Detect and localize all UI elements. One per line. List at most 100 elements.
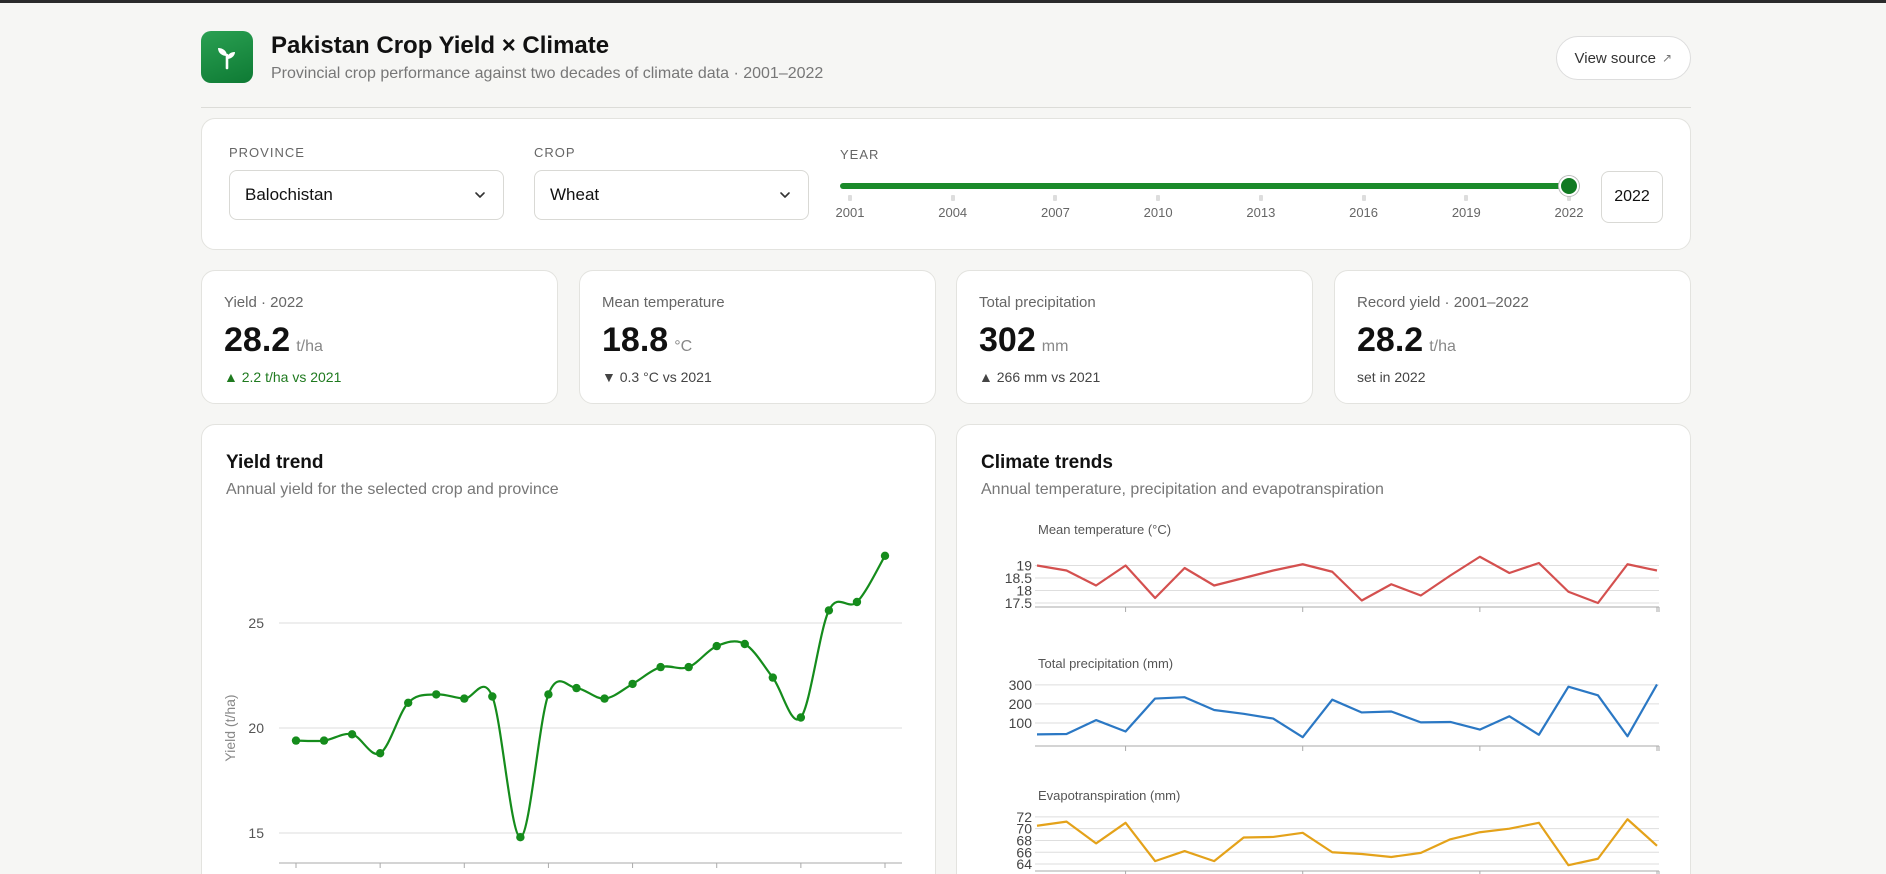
- kpi-number: 302: [979, 321, 1036, 359]
- kpi-number: 18.8: [602, 321, 669, 359]
- year-tick-label: 2022: [1554, 205, 1584, 220]
- y-tick-label: 72: [1016, 809, 1032, 825]
- kpi-value: 302 mm: [979, 321, 1068, 360]
- kpi-delta: ▲ 266 mm vs 2021: [979, 369, 1101, 385]
- kpi-unit: t/ha: [296, 338, 323, 355]
- kpi-card-precipitation: Total precipitation 302 mm ▲ 266 mm vs 20…: [956, 270, 1313, 404]
- y-tick-label: 18: [1016, 583, 1032, 599]
- year-tick: [1156, 195, 1161, 201]
- kpi-label: Total precipitation: [979, 294, 1096, 311]
- yield-data-point[interactable]: [600, 694, 609, 703]
- view-source-button[interactable]: View source ↗: [1555, 36, 1691, 80]
- kpi-value: 28.2 t/ha: [1357, 321, 1456, 360]
- kpi-card-record-yield: Record yield · 2001–2022 28.2 t/ha set in…: [1334, 270, 1691, 404]
- sprout-icon: [218, 48, 235, 70]
- y-tick-label: 300: [1009, 677, 1033, 693]
- year-tick: [1361, 195, 1366, 201]
- year-tick: [1567, 195, 1571, 201]
- y-tick-label: 200: [1009, 696, 1033, 712]
- kpi-number: 28.2: [1357, 321, 1424, 359]
- yield-data-point[interactable]: [403, 698, 413, 707]
- crop-select[interactable]: Wheat: [534, 170, 809, 220]
- yield-data-point[interactable]: [319, 736, 329, 745]
- yield-trend-chart: 15 20 25 Yield (t/ha): [222, 551, 902, 868]
- climate-trends-subtitle: Annual temperature, precipitation and ev…: [981, 481, 1384, 498]
- yield-series-line: [295, 555, 886, 839]
- page: Pakistan Crop Yield × Climate Provincial…: [201, 0, 1691, 874]
- climate-trends-title: Climate trends: [981, 452, 1113, 473]
- yield-trend-title: Yield trend: [226, 452, 324, 473]
- yield-data-point[interactable]: [628, 679, 637, 689]
- external-link-icon: ↗: [1661, 51, 1672, 65]
- province-label: PROVINCE: [229, 145, 305, 160]
- yield-data-point[interactable]: [375, 749, 385, 758]
- y-tick-label: 68: [1016, 832, 1032, 848]
- panel-title: Total precipitation (mm): [1038, 656, 1173, 671]
- yield-data-point[interactable]: [796, 713, 806, 722]
- y-tick-label: 70: [1016, 821, 1032, 837]
- yield-data-point[interactable]: [544, 690, 553, 699]
- kpi-label: Yield · 2022: [224, 294, 304, 311]
- climate-series-line: [1036, 555, 1658, 605]
- kpi-delta: ▼ 0.3 °C vs 2021: [602, 369, 712, 385]
- y-tick-label: 18.5: [1005, 570, 1032, 586]
- yield-data-point[interactable]: [684, 662, 693, 672]
- year-input[interactable]: 2022: [1601, 171, 1663, 223]
- yield-data-point[interactable]: [880, 551, 890, 560]
- year-tick-label: 2013: [1246, 205, 1276, 220]
- page-title: Pakistan Crop Yield × Climate: [271, 32, 610, 59]
- yield-data-point[interactable]: [824, 606, 834, 615]
- kpi-value: 28.2 t/ha: [224, 321, 323, 360]
- kpi-delta: ▲ 2.2 t/ha vs 2021: [224, 369, 342, 385]
- yield-data-point[interactable]: [852, 597, 862, 607]
- kpi-delta: set in 2022: [1357, 369, 1426, 385]
- climate-series-line: [1036, 818, 1658, 867]
- panel-title: Evapotranspiration (mm): [1038, 788, 1180, 803]
- province-value: Balochistan: [245, 185, 333, 204]
- year-tick: [848, 195, 852, 201]
- kpi-label: Mean temperature: [602, 294, 725, 311]
- yield-data-point[interactable]: [572, 683, 581, 693]
- yield-data-point[interactable]: [488, 692, 497, 701]
- yield-data-point[interactable]: [347, 730, 357, 739]
- y-tick-label: 66: [1016, 844, 1032, 860]
- yield-data-point[interactable]: [460, 694, 469, 703]
- year-tick: [950, 195, 955, 201]
- y-tick-label: 17.5: [1005, 595, 1032, 611]
- y-axis-label: Yield (t/ha): [222, 694, 238, 761]
- yield-data-point[interactable]: [768, 673, 778, 682]
- year-tick: [1053, 195, 1058, 201]
- province-select[interactable]: Balochistan: [229, 170, 504, 220]
- year-tick-label: 2001: [835, 205, 865, 220]
- yield-data-point[interactable]: [432, 690, 441, 699]
- y-tick-label: 25: [248, 615, 264, 631]
- y-tick-label: 19: [1016, 558, 1032, 574]
- year-tick-label: 2007: [1040, 205, 1070, 220]
- climate-trends-card: Climate trends Annual temperature, preci…: [956, 424, 1691, 874]
- yield-trend-subtitle: Annual yield for the selected crop and p…: [226, 481, 559, 498]
- yield-data-point[interactable]: [656, 662, 665, 672]
- yield-data-point[interactable]: [291, 736, 301, 745]
- yield-trend-card: Yield trend Annual yield for the selecte…: [201, 424, 936, 874]
- y-tick-label: 20: [248, 720, 264, 736]
- year-label: YEAR: [840, 147, 880, 162]
- kpi-unit: °C: [674, 338, 693, 355]
- year-slider-track[interactable]: [840, 183, 1568, 189]
- yield-data-point[interactable]: [712, 641, 721, 651]
- panel-title: Mean temperature (°C): [1038, 522, 1171, 537]
- kpi-number: 28.2: [224, 321, 291, 359]
- year-tick: [1258, 195, 1263, 201]
- kpi-unit: t/ha: [1429, 338, 1456, 355]
- app-logo: [201, 31, 253, 83]
- yield-data-point[interactable]: [740, 639, 749, 649]
- yield-data-point[interactable]: [516, 833, 525, 842]
- y-tick-label: 15: [248, 825, 264, 841]
- year-tick-label: 2016: [1349, 205, 1379, 220]
- climate-series-line: [1036, 683, 1658, 739]
- kpi-unit: mm: [1041, 338, 1069, 355]
- year-slider-thumb[interactable]: [1559, 176, 1579, 196]
- kpi-card-temperature: Mean temperature 18.8 °C ▼ 0.3 °C vs 2021: [579, 270, 936, 404]
- y-tick-label: 64: [1016, 856, 1032, 872]
- header-divider: [201, 107, 1691, 108]
- crop-label: CROP: [534, 145, 576, 160]
